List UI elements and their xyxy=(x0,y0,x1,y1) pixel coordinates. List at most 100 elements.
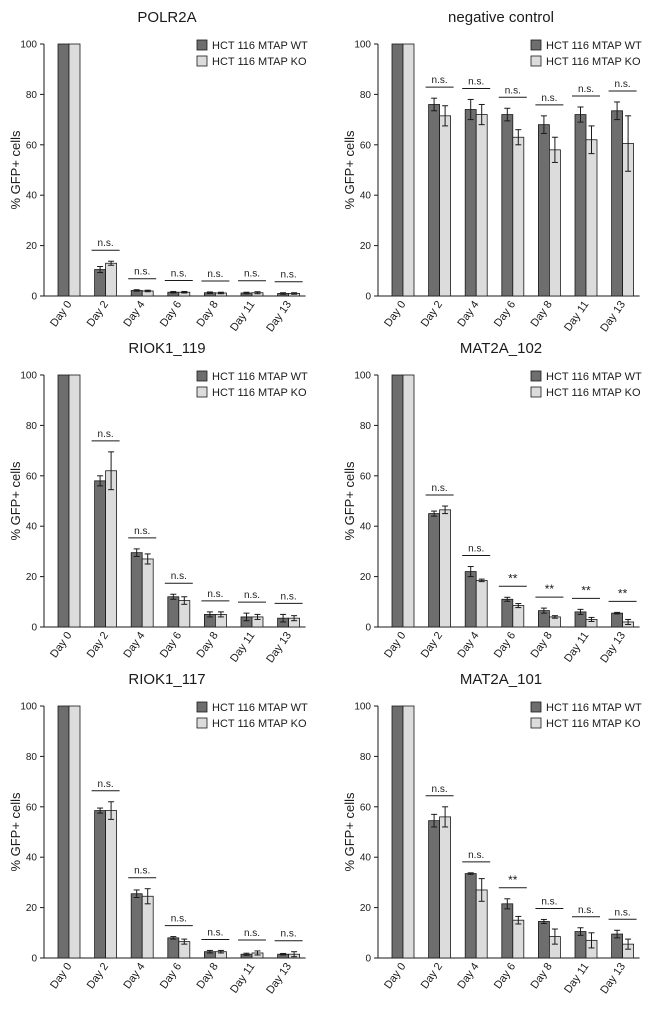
significance-label: ** xyxy=(508,571,518,585)
y-tick-label: 20 xyxy=(360,241,372,252)
y-tick-label: 0 xyxy=(31,954,37,965)
y-axis-label: % GFP+ cells xyxy=(8,130,23,210)
significance-label: n.s. xyxy=(281,929,297,940)
bar-wt xyxy=(57,705,70,959)
significance-label: n.s. xyxy=(578,84,594,95)
panel-4: RIOK1_117 0 20 40 60 80 100 % GFP+ cells Day 0 n.… xyxy=(8,671,308,996)
bar-wt xyxy=(464,109,477,297)
x-tick-label: Day 13 xyxy=(264,961,294,996)
x-tick-label: Day 2 xyxy=(85,961,111,991)
y-tick-label: 100 xyxy=(20,371,37,382)
panel-2: RIOK1_119 0 20 40 60 80 100 % GFP+ cells Day 0 n.… xyxy=(8,340,308,665)
y-tick-label: 80 xyxy=(26,752,38,763)
x-tick-label: Day 8 xyxy=(529,630,555,660)
y-tick-label: 100 xyxy=(354,702,371,713)
x-tick-label: Day 6 xyxy=(492,299,518,329)
bar-wt xyxy=(94,810,106,959)
bar-wt xyxy=(428,104,441,297)
bar-ko xyxy=(475,579,488,628)
bar-wt xyxy=(538,124,550,297)
legend-swatch-ko xyxy=(530,386,542,398)
y-tick-label: 0 xyxy=(365,623,371,634)
x-tick-label: Day 13 xyxy=(264,299,294,334)
legend-label-ko: HCT 116 MTAP KO xyxy=(546,718,641,730)
significance-label: n.s. xyxy=(134,526,150,537)
legend-label-ko: HCT 116 MTAP KO xyxy=(212,718,307,730)
x-tick-label: Day 11 xyxy=(228,961,257,996)
bar-ko xyxy=(402,705,415,959)
legend-label-wt: HCT 116 MTAP WT xyxy=(212,40,308,52)
legend-label-ko: HCT 116 MTAP KO xyxy=(212,387,307,399)
x-tick-label: Day 11 xyxy=(228,630,257,665)
y-tick-label: 80 xyxy=(360,90,372,101)
legend-swatch-ko xyxy=(196,386,208,398)
significance-label: n.s. xyxy=(541,93,557,104)
bar-ko xyxy=(512,136,525,297)
bar-ko xyxy=(439,816,452,959)
significance-label: n.s. xyxy=(98,429,114,440)
bar-ko xyxy=(402,43,415,297)
significance-label: n.s. xyxy=(171,268,187,279)
bar-wt xyxy=(391,374,404,628)
significance-label: n.s. xyxy=(244,590,260,601)
legend-swatch-wt xyxy=(530,39,542,51)
y-tick-label: 80 xyxy=(360,421,372,432)
bar-ko xyxy=(512,919,525,959)
chart-title: negative control xyxy=(448,9,554,26)
significance-label: n.s. xyxy=(281,270,297,281)
bar-ko xyxy=(105,470,117,628)
x-tick-label: Day 6 xyxy=(492,630,518,660)
legend-label-ko: HCT 116 MTAP KO xyxy=(546,56,641,68)
x-tick-label: Day 0 xyxy=(48,961,74,991)
x-tick-label: Day 13 xyxy=(264,630,294,665)
significance-label: n.s. xyxy=(578,905,594,916)
bar-ko xyxy=(141,558,154,628)
x-tick-label: Day 4 xyxy=(455,299,481,329)
significance-label: ** xyxy=(545,582,555,596)
chart-title: MAT2A_102 xyxy=(460,340,542,357)
x-tick-label: Day 4 xyxy=(121,630,147,660)
y-tick-label: 80 xyxy=(26,90,38,101)
bar-ko xyxy=(68,374,81,628)
bar-ko xyxy=(105,262,117,297)
y-axis-label: % GFP+ cells xyxy=(342,130,357,210)
panel-1: negative control 0 20 40 60 80 100 % GFP+ cells… xyxy=(342,9,642,334)
significance-label: n.s. xyxy=(432,784,448,795)
significance-label: n.s. xyxy=(134,866,150,877)
x-tick-label: Day 0 xyxy=(382,630,408,660)
significance-label: n.s. xyxy=(468,544,484,555)
bar-wt xyxy=(94,480,106,628)
significance-label: n.s. xyxy=(171,914,187,925)
x-tick-label: Day 13 xyxy=(598,630,628,665)
bar-wt xyxy=(464,873,477,959)
bar-wt xyxy=(428,820,441,959)
bar-wt xyxy=(94,269,106,297)
y-axis-label: % GFP+ cells xyxy=(8,792,23,872)
x-tick-label: Day 0 xyxy=(382,299,408,329)
legend-label-ko: HCT 116 MTAP KO xyxy=(546,387,641,399)
y-tick-label: 80 xyxy=(26,421,38,432)
y-tick-label: 40 xyxy=(26,522,38,533)
significance-label: n.s. xyxy=(207,927,223,938)
significance-label: ** xyxy=(618,586,628,600)
x-tick-label: Day 4 xyxy=(121,961,147,991)
legend-swatch-ko xyxy=(196,717,208,729)
y-tick-label: 60 xyxy=(26,471,38,482)
y-tick-label: 100 xyxy=(354,371,371,382)
significance-label: n.s. xyxy=(207,269,223,280)
y-tick-label: 40 xyxy=(360,522,372,533)
x-tick-label: Day 2 xyxy=(419,961,445,991)
legend-label-wt: HCT 116 MTAP WT xyxy=(546,40,642,52)
y-tick-label: 20 xyxy=(26,903,38,914)
bar-wt xyxy=(57,374,70,628)
y-tick-label: 60 xyxy=(26,802,38,813)
x-tick-label: Day 2 xyxy=(419,299,445,329)
y-tick-label: 60 xyxy=(360,471,372,482)
bar-wt xyxy=(464,571,477,628)
legend-swatch-ko xyxy=(530,55,542,67)
y-tick-label: 40 xyxy=(26,191,38,202)
legend-swatch-ko xyxy=(530,717,542,729)
bar-wt xyxy=(130,552,143,628)
legend-label-ko: HCT 116 MTAP KO xyxy=(212,56,307,68)
